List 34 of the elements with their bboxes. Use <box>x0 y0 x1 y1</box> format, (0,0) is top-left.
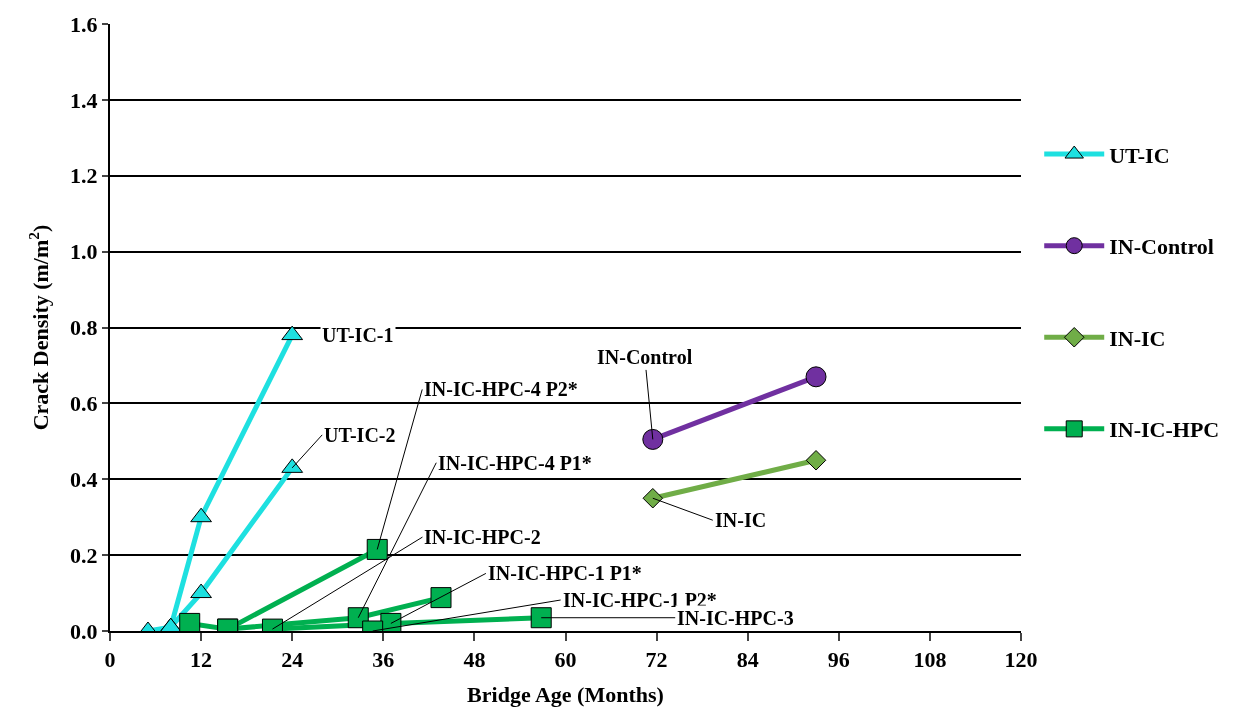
x-tick-label: 96 <box>827 647 850 673</box>
annotation: IN-Control <box>597 346 693 368</box>
annotation: IN-IC-HPC-4 P2* <box>424 378 578 400</box>
legend-label: UT-IC <box>1109 142 1170 168</box>
annotation: IN-IC-HPC-4 P1* <box>438 452 592 474</box>
annotation: UT-IC-2 <box>324 424 396 446</box>
y-tick-label: 1.4 <box>70 87 98 113</box>
x-tick-label: 24 <box>281 647 304 673</box>
x-tick-label: 72 <box>645 647 668 673</box>
legend-label: IN-Control <box>1109 234 1214 260</box>
y-tick-label: 1.6 <box>70 11 98 37</box>
y-tick-label: 1.0 <box>70 239 98 265</box>
x-tick-label: 36 <box>372 647 395 673</box>
annotation: IN-IC <box>715 509 767 531</box>
x-tick-label: 12 <box>190 647 213 673</box>
y-tick-label: 0.6 <box>70 391 98 417</box>
x-tick-label: 0 <box>104 647 116 673</box>
annotation: IN-IC-HPC-1 P1* <box>488 562 642 584</box>
x-tick-label: 120 <box>1004 647 1038 673</box>
y-tick-label: 0.4 <box>70 466 98 492</box>
legend-label: IN-IC <box>1109 325 1166 351</box>
legend-label: IN-IC-HPC <box>1109 417 1220 443</box>
x-tick-label: 48 <box>463 647 486 673</box>
x-tick-label: 108 <box>913 647 947 673</box>
annotation: IN-IC-HPC-3 <box>677 607 794 629</box>
y-tick-label: 1.2 <box>70 163 98 189</box>
y-tick-label: 0.0 <box>70 618 98 644</box>
y-tick-label: 0.8 <box>70 315 98 341</box>
annotation: UT-IC-1 <box>322 324 394 346</box>
y-tick-label: 0.2 <box>70 542 98 568</box>
x-tick-label: 60 <box>554 647 577 673</box>
x-axis-title: Bridge Age (Months) <box>467 681 664 707</box>
annotation: IN-IC-HPC-2 <box>424 526 541 548</box>
x-tick-label: 84 <box>736 647 759 673</box>
